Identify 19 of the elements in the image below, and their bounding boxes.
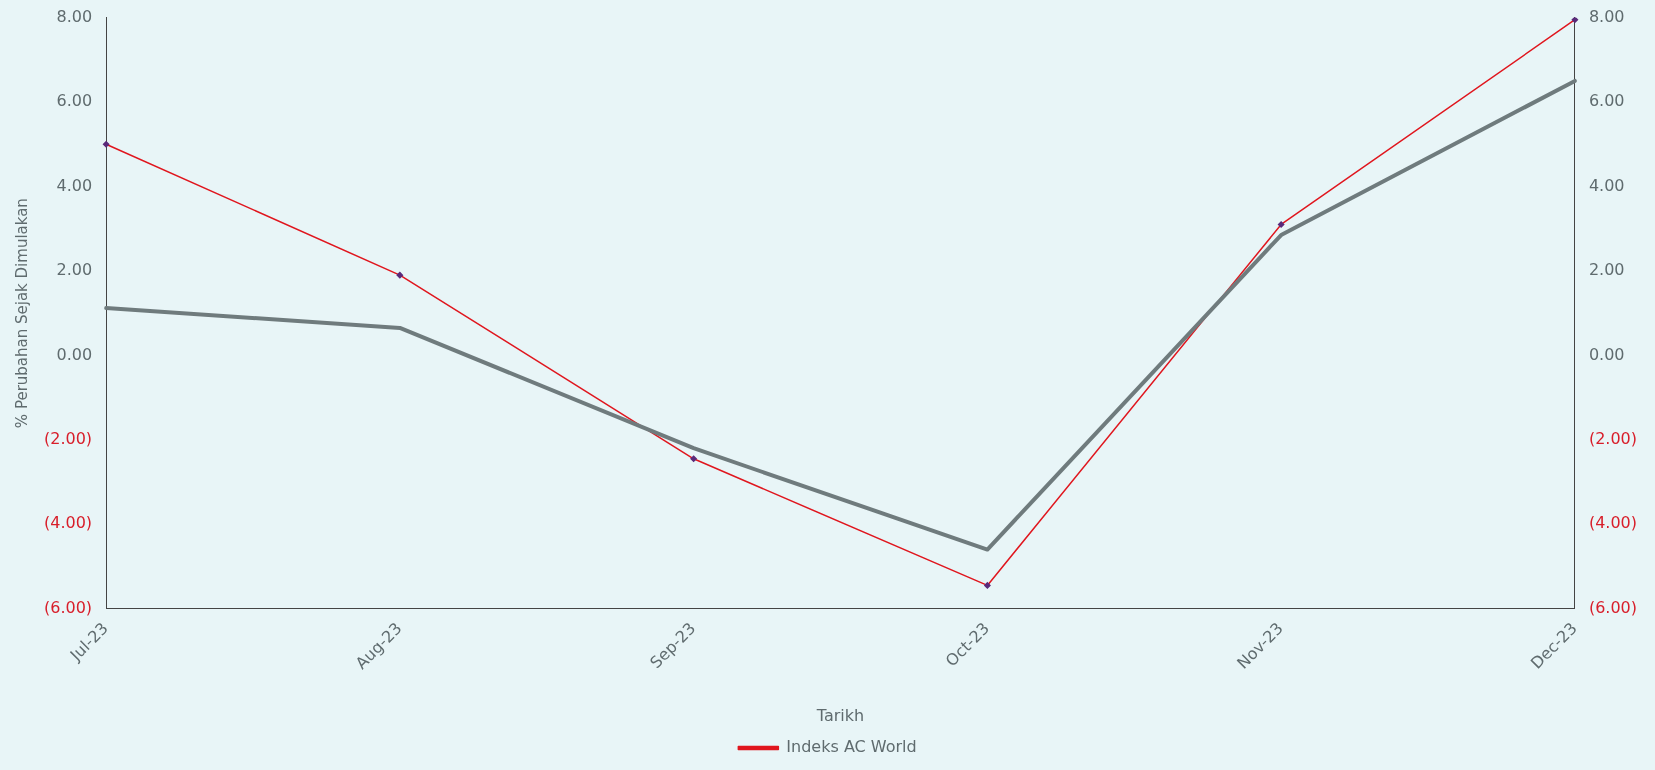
- legend-label: Indeks AC World: [786, 737, 917, 757]
- y-tick-label: 0.00: [56, 344, 93, 364]
- y-tick-label: (6.00): [44, 597, 93, 617]
- y2-tick-label: (2.00): [1588, 428, 1637, 448]
- y2-tick-label: 2.00: [1588, 260, 1625, 280]
- y-axis-title: % Perubahan Sejak Dimulakan: [12, 198, 31, 429]
- y-tick-label: 8.00: [56, 6, 93, 26]
- y2-tick-label: 4.00: [1588, 175, 1625, 195]
- y-tick-label: 2.00: [56, 260, 93, 280]
- y-tick-label: (4.00): [44, 513, 93, 533]
- y-tick-label: 6.00: [56, 91, 93, 111]
- y2-tick-label: 6.00: [1588, 91, 1625, 111]
- y-tick-label: 4.00: [56, 175, 93, 195]
- y2-tick-label: (6.00): [1588, 597, 1637, 617]
- y2-tick-label: (4.00): [1588, 513, 1637, 533]
- y-tick-label: (2.00): [44, 428, 93, 448]
- y2-tick-label: 8.00: [1588, 6, 1625, 26]
- x-axis-title: Tarikh: [815, 705, 865, 725]
- y2-tick-label: 0.00: [1588, 344, 1625, 364]
